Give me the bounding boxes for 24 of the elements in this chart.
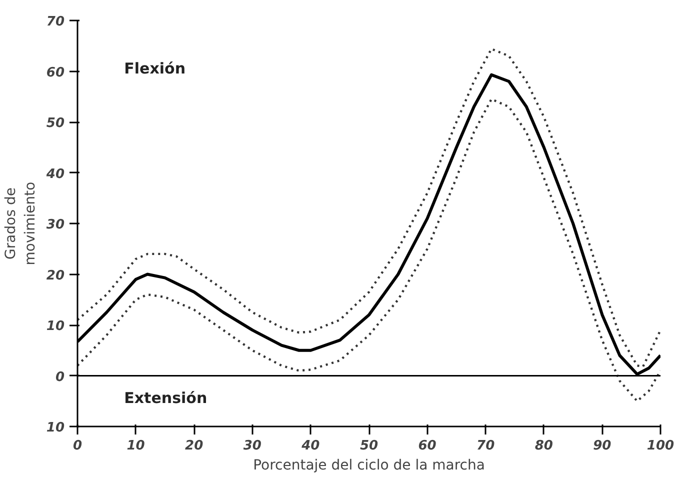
x-tick-label: 70 [476,438,495,454]
y-tick-label: 10 [46,319,65,334]
x-tick-label: 0 [72,438,82,454]
y-tick-label: 50 [46,116,65,131]
x-tick-label: 60 [418,438,436,454]
x-tick-label: 30 [243,438,262,454]
x-tick-label: 20 [185,438,204,454]
x-tick-label: 80 [534,438,553,454]
y-axis-title: Grados de movimiento [3,182,38,266]
y-tick-label: 40 [45,166,65,182]
x-tick-label: 90 [593,438,612,454]
y-tick-label: 20 [46,268,65,284]
y-tick-label: 30 [46,218,65,232]
y-tick-label: 60 [46,65,65,80]
annotation: Flexión [124,59,186,78]
y-tick-label: 0 [55,370,64,385]
y-tick-label: 70 [46,14,65,30]
x-tick-label: 50 [360,438,378,454]
x-axis-title: Porcentaje del ciclo de la marcha [253,458,485,474]
y-tick-label: 10 [46,420,65,436]
annotation: Extensión [124,389,208,408]
x-tick-label: 10 [126,438,145,454]
x-tick-label: 100 [646,438,674,454]
x-tick-label: 40 [300,438,320,454]
